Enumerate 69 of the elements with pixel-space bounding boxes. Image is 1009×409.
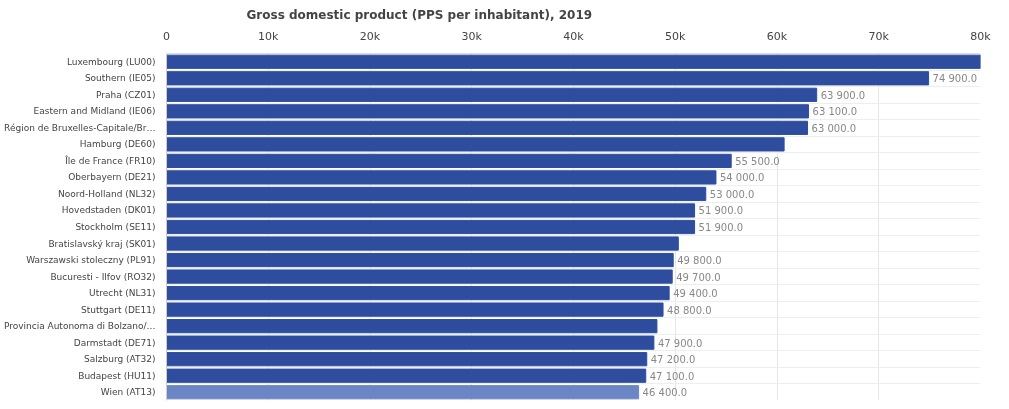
data-label: 46 400.0: [642, 387, 688, 399]
bar: [166, 54, 981, 69]
y-tick-label: Wien (AT13): [100, 387, 156, 398]
data-label: 51 900.0: [698, 222, 744, 233]
data-label: 63 000.0: [811, 122, 857, 134]
x-tick-label: 70k: [868, 29, 890, 43]
x-tick-label: 60k: [766, 29, 788, 43]
data-label: 63 900.0: [820, 89, 866, 101]
y-tick-label: Oberbayern (DE21): [68, 172, 156, 183]
x-tick-label: 80k: [970, 29, 992, 43]
y-tick-label: Stockholm (SE11): [75, 222, 156, 232]
bar: [166, 186, 707, 202]
data-label: 55 500.0: [735, 155, 780, 167]
chart-title: Gross domestic product (PPS per inhabitant), 2019: [246, 7, 593, 22]
data-label: 51 900.0: [698, 205, 744, 217]
y-tick-label: Provincia Autonoma di Bolzano/…: [3, 321, 156, 332]
y-tick-label: Praha (CZ01): [96, 89, 156, 100]
y-tick-label: Budapest (HU11): [78, 370, 156, 381]
data-label: 54 000.0: [719, 172, 765, 184]
y-tick-label: Southern (IE05): [84, 73, 156, 84]
bar: [166, 335, 655, 350]
data-label: 47 200.0: [650, 354, 696, 366]
bar: [166, 352, 648, 367]
y-tick-label: Eastern and Midland (IE06): [33, 106, 156, 117]
x-tick-label: 30k: [461, 29, 483, 43]
bar: [166, 236, 679, 251]
bar: [166, 302, 664, 317]
y-tick-label: Bucuresti - Ilfov (RO32): [50, 271, 156, 282]
bar: [166, 87, 818, 102]
y-tick-label: Bratislavský kraj (SK01): [48, 238, 156, 249]
x-tick-label: 50k: [665, 29, 687, 43]
data-label: 53 000.0: [709, 188, 755, 200]
data-label: 48 800.0: [667, 304, 712, 316]
bar: [166, 219, 696, 235]
data-label: 63 100.0: [812, 106, 858, 118]
y-tick-label: Salzburg (AT32): [84, 354, 156, 365]
data-label: 47 900.0: [657, 337, 703, 349]
bar: [166, 170, 717, 185]
x-tick-label: 10k: [258, 29, 280, 43]
data-label: 49 700.0: [676, 271, 721, 283]
bar: [166, 120, 809, 135]
y-tick-label: Luxembourg (LU00): [66, 56, 156, 67]
y-tick-label: Warszawski stoleczny (PL91): [26, 255, 156, 266]
x-tick-label: 20k: [359, 29, 381, 43]
y-tick-label: Région de Bruxelles-Capitale/Br…: [4, 122, 156, 133]
bar: [166, 153, 732, 169]
y-tick-label: Noord-Holland (NL32): [57, 188, 156, 199]
y-tick-label: Utrecht (NL31): [89, 288, 156, 299]
bar: [166, 104, 810, 119]
bar: [166, 269, 673, 284]
bar: [166, 203, 696, 218]
data-label: 47 100.0: [649, 370, 695, 382]
y-tick-label: Hamburg (DE60): [79, 139, 156, 150]
x-tick-label: 0: [163, 29, 170, 43]
bar: [166, 71, 930, 86]
y-tick-label: Île de France (FR10): [64, 154, 156, 166]
bar: [166, 368, 647, 383]
bar: [166, 319, 658, 334]
bar: [166, 252, 674, 268]
x-tick-label: 40k: [563, 29, 585, 43]
y-tick-label: Hovedstaden (DK01): [61, 205, 156, 216]
bar: [166, 385, 640, 400]
data-label: 74 900.0: [932, 73, 978, 85]
y-tick-label: Darmstadt (DE71): [73, 337, 156, 348]
data-label: 49 800.0: [677, 255, 722, 267]
bar: [166, 137, 785, 152]
y-tick-label: Stuttgart (DE11): [81, 304, 156, 315]
bar: [166, 285, 670, 301]
data-label: 49 400.0: [673, 288, 718, 300]
